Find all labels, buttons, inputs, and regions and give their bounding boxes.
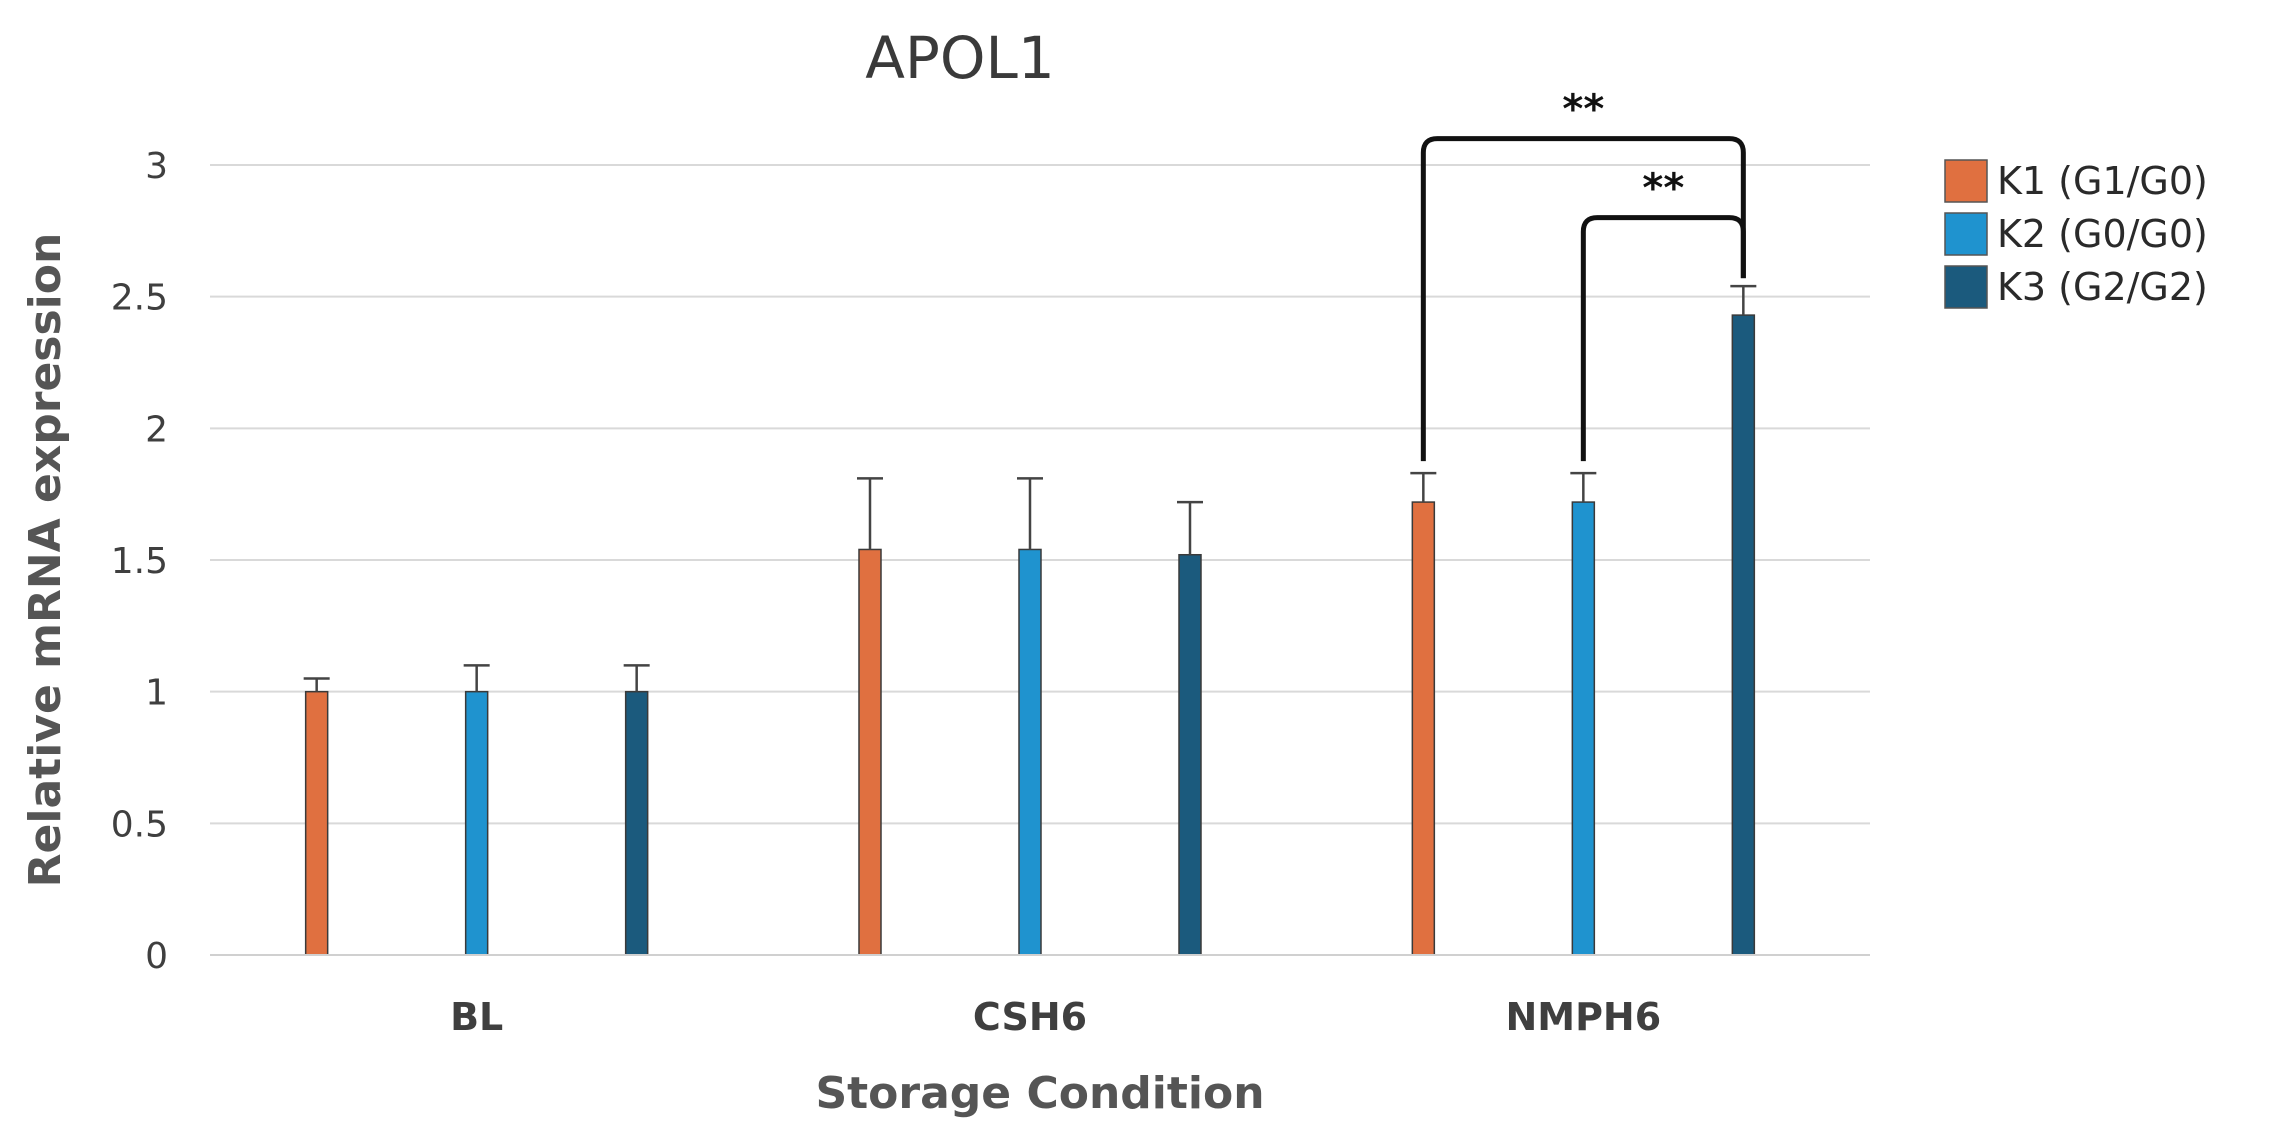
- legend-label: K3 (G2/G2): [1997, 265, 2208, 309]
- bar-csh6-3: [1178, 553, 1202, 956]
- x-tick-label: CSH6: [973, 995, 1087, 1039]
- significance-label: **: [1562, 87, 1604, 133]
- axes: 0 0.5 1 1.5 2 2.5 3 BL CSH6 NMPH6: [111, 146, 1870, 1039]
- significance-bracket-2: [1580, 215, 1746, 462]
- y-tick-label: 3: [145, 146, 168, 187]
- bar-csh6-1: [858, 548, 882, 956]
- legend-label: K2 (G0/G0): [1997, 212, 2208, 256]
- significance-label: **: [1642, 166, 1684, 212]
- x-axis-label: Storage Condition: [815, 1068, 1264, 1119]
- x-tick-label: BL: [450, 995, 503, 1039]
- legend-swatch: [1944, 212, 1988, 256]
- bar-bl-2: [464, 690, 489, 956]
- legend: K1 (G1/G0) K2 (G0/G0) K3 (G2/G2): [1944, 159, 2208, 309]
- bar-nmph6-2: [1571, 501, 1596, 956]
- y-tick-label: 0.5: [111, 804, 168, 845]
- y-tick-label: 1.5: [111, 541, 168, 582]
- y-tick-label: 1: [145, 673, 168, 714]
- bar-nmph6-3: [1731, 314, 1756, 956]
- y-tick-label: 0: [145, 936, 168, 977]
- significance-brackets: ** **: [1420, 87, 1746, 462]
- legend-label: K1 (G1/G0): [1997, 159, 2208, 203]
- legend-swatch: [1944, 159, 1988, 203]
- bars: [303, 284, 1757, 956]
- legend-swatch: [1944, 265, 1988, 309]
- bar-bl-3: [624, 690, 649, 956]
- y-tick-label: 2.5: [111, 278, 168, 319]
- y-tick-label: 2: [145, 409, 168, 450]
- y-axis-label: Relative mRNA expression: [20, 233, 71, 888]
- bar-bl-1: [304, 690, 329, 956]
- bar-csh6-2: [1018, 548, 1042, 956]
- chart-title: APOL1: [865, 24, 1055, 92]
- x-tick-label: NMPH6: [1505, 995, 1661, 1039]
- bar-nmph6-1: [1411, 501, 1436, 956]
- significance-bracket-1: [1420, 136, 1746, 462]
